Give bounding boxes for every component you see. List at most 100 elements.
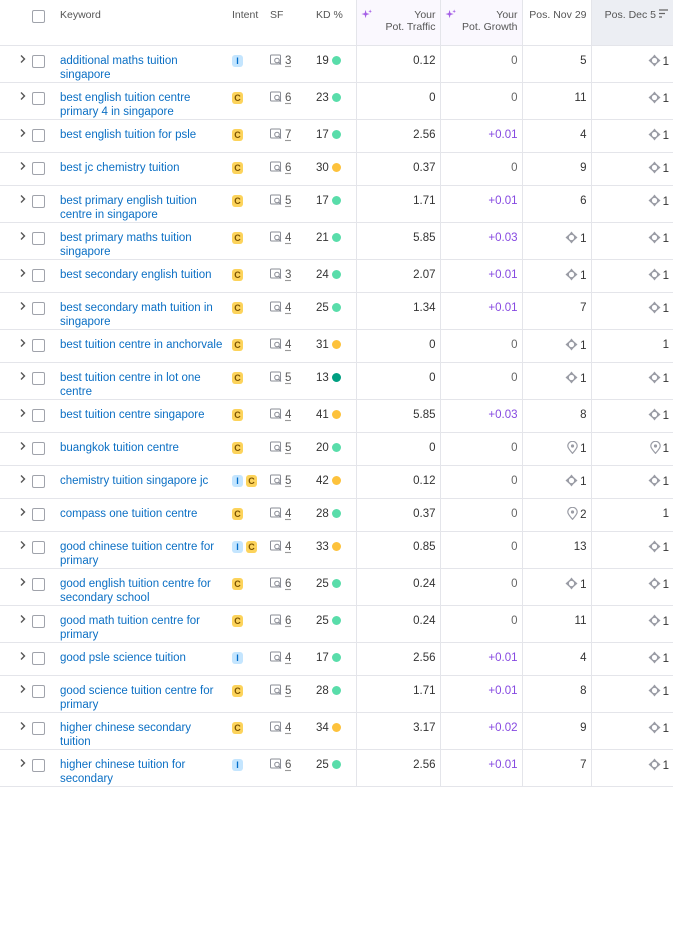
sf-count[interactable]: 5 [285,195,292,207]
row-checkbox[interactable] [32,55,45,68]
keyword-link[interactable]: good psle science tuition [60,652,186,664]
keyword-link[interactable]: best primary maths tuition singapore [60,232,192,258]
intent-header[interactable]: Intent [228,0,266,46]
expand-button[interactable] [4,615,28,627]
row-checkbox[interactable] [32,615,45,628]
serp-features-icon[interactable] [270,577,285,590]
row-checkbox[interactable] [32,409,45,422]
keyword-link[interactable]: chemistry tuition singapore jc [60,475,209,487]
pos-nov-header[interactable]: Pos. Nov 29 [521,0,591,46]
keyword-header[interactable]: Keyword [56,0,228,46]
sf-count[interactable]: 5 [285,475,292,487]
serp-features-icon[interactable] [270,128,285,141]
pos-dec-header[interactable]: Pos. Dec 5 [590,0,673,46]
keyword-link[interactable]: higher chinese tuition for secondary [60,759,186,785]
keyword-link[interactable]: good english tuition centre for secondar… [60,578,211,604]
sf-header[interactable]: SF [266,0,312,46]
row-checkbox[interactable] [32,442,45,455]
expand-button[interactable] [4,339,28,351]
sf-count[interactable]: 6 [285,92,292,104]
row-checkbox[interactable] [32,475,45,488]
row-checkbox[interactable] [32,232,45,245]
sf-count[interactable]: 4 [285,409,292,421]
expand-button[interactable] [4,652,28,664]
kd-header[interactable]: KD % [312,0,356,46]
sf-count[interactable]: 4 [285,652,292,664]
row-checkbox[interactable] [32,339,45,352]
row-checkbox[interactable] [32,162,45,175]
expand-button[interactable] [4,232,28,244]
row-checkbox[interactable] [32,508,45,521]
expand-button[interactable] [4,578,28,590]
keyword-link[interactable]: compass one tuition centre [60,508,198,520]
expand-button[interactable] [4,442,28,454]
serp-features-icon[interactable] [270,651,285,664]
keyword-link[interactable]: best secondary english tuition [60,269,212,281]
serp-features-icon[interactable] [270,338,285,351]
row-checkbox[interactable] [32,92,45,105]
serp-features-icon[interactable] [270,161,285,174]
keyword-link[interactable]: good math tuition centre for primary [60,615,200,641]
keyword-link[interactable]: best english tuition centre primary 4 in… [60,92,191,118]
expand-button[interactable] [4,759,28,771]
expand-button[interactable] [4,302,28,314]
row-checkbox[interactable] [32,722,45,735]
expand-button[interactable] [4,508,28,520]
serp-features-icon[interactable] [270,441,285,454]
keyword-link[interactable]: additional maths tuition singapore [60,55,178,81]
sf-count[interactable]: 4 [285,302,292,314]
expand-button[interactable] [4,269,28,281]
keyword-link[interactable]: best secondary math tuition in singapore [60,302,213,328]
row-checkbox[interactable] [32,269,45,282]
row-checkbox[interactable] [32,578,45,591]
sf-count[interactable]: 4 [285,232,292,244]
serp-features-icon[interactable] [270,194,285,207]
row-checkbox[interactable] [32,685,45,698]
serp-features-icon[interactable] [270,507,285,520]
expand-button[interactable] [4,372,28,384]
serp-features-icon[interactable] [270,301,285,314]
row-checkbox[interactable] [32,759,45,772]
row-checkbox[interactable] [32,541,45,554]
serp-features-icon[interactable] [270,721,285,734]
expand-button[interactable] [4,129,28,141]
keyword-link[interactable]: buangkok tuition centre [60,442,179,454]
sf-count[interactable]: 3 [285,269,292,281]
sf-count[interactable]: 5 [285,685,292,697]
keyword-link[interactable]: best tuition centre singapore [60,409,205,421]
expand-button[interactable] [4,55,28,67]
sf-count[interactable]: 4 [285,339,292,351]
select-all-checkbox[interactable] [32,10,45,23]
expand-button[interactable] [4,92,28,104]
keyword-link[interactable]: best jc chemistry tuition [60,162,180,174]
keyword-link[interactable]: best primary english tuition centre in s… [60,195,197,221]
expand-button[interactable] [4,475,28,487]
serp-features-icon[interactable] [270,54,285,67]
serp-features-icon[interactable] [270,268,285,281]
keyword-link[interactable]: good chinese tuition centre for primary [60,541,215,567]
keyword-link[interactable]: good science tuition centre for primary [60,685,214,711]
row-checkbox[interactable] [32,372,45,385]
sf-count[interactable]: 6 [285,578,292,590]
serp-features-icon[interactable] [270,684,285,697]
row-checkbox[interactable] [32,195,45,208]
serp-features-icon[interactable] [270,474,285,487]
keyword-link[interactable]: higher chinese secondary tuition [60,722,192,748]
serp-features-icon[interactable] [270,540,285,553]
sf-count[interactable]: 5 [285,442,292,454]
expand-button[interactable] [4,195,28,207]
sf-count[interactable]: 4 [285,541,292,553]
serp-features-icon[interactable] [270,758,285,771]
sf-count[interactable]: 7 [285,129,292,141]
expand-button[interactable] [4,541,28,553]
sf-count[interactable]: 5 [285,372,292,384]
row-checkbox[interactable] [32,129,45,142]
serp-features-icon[interactable] [270,371,285,384]
sort-icon[interactable] [656,9,669,21]
keyword-link[interactable]: best tuition centre in anchorvale [60,339,223,351]
serp-features-icon[interactable] [270,614,285,627]
keyword-link[interactable]: best tuition centre in lot one centre [60,372,201,398]
growth-header[interactable]: Your Pot. Growth [439,0,522,46]
sf-count[interactable]: 6 [285,615,292,627]
expand-button[interactable] [4,685,28,697]
